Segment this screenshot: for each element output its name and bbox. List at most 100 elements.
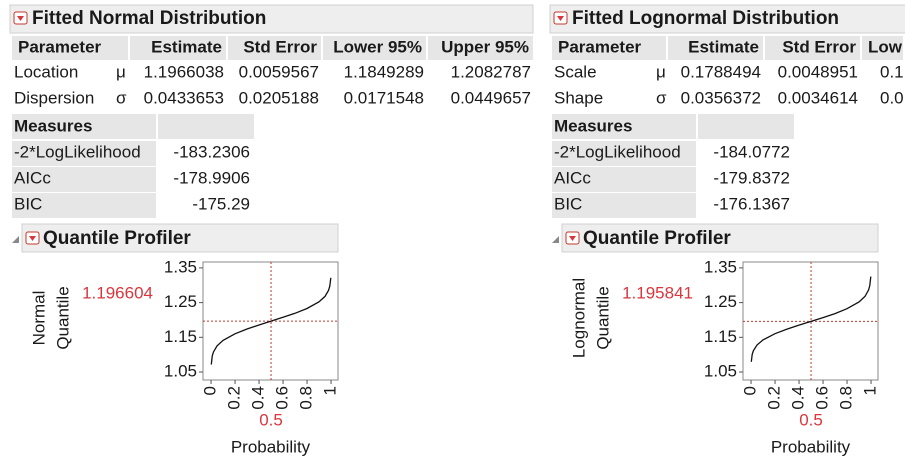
column-header: Std Error (243, 37, 317, 56)
parameter-symbol: μ (656, 62, 666, 81)
parameter-symbol: σ (116, 88, 127, 107)
y-axis-label: Normal (29, 291, 48, 346)
table-cell: 1.2082787 (451, 62, 531, 81)
x-axis-label: Probability (231, 437, 311, 456)
x-tick-label: 0.8 (297, 386, 316, 410)
measure-label-cell (12, 167, 156, 192)
column-header: Estimate (151, 37, 222, 56)
column-header-cell (428, 36, 533, 60)
disclosure-icon[interactable] (12, 236, 19, 243)
y-tick-label: 1.05 (704, 362, 737, 381)
panel-title: Fitted Normal Distribution (32, 8, 266, 29)
x-tick-label: 0.8 (837, 386, 856, 410)
measure-label: AICc (14, 168, 51, 187)
measure-label: BIC (554, 194, 582, 213)
column-header: Upper 95% (441, 37, 529, 56)
column-header-cell (668, 36, 763, 60)
measures-header-cell (552, 114, 696, 139)
measure-value: -179.8372 (713, 168, 790, 187)
table-cell: 0.0171548 (344, 88, 424, 107)
column-header: Estimate (688, 37, 759, 56)
y-tick-label: 1.15 (704, 327, 737, 346)
column-header-cell (130, 36, 226, 60)
outline-header (21, 223, 339, 253)
outline-header (9, 4, 534, 34)
measures-title: Measures (14, 116, 92, 135)
y-axis-label: Quantile (53, 286, 72, 349)
menu-arrow (557, 16, 564, 21)
table-cell: 1.1849289 (344, 62, 424, 81)
measures-header-cell (158, 114, 254, 139)
x-tick-label: 0.6 (813, 386, 832, 410)
column-header: Low (868, 37, 903, 56)
measure-label: BIC (14, 194, 42, 213)
parameter-name: Scale (554, 62, 597, 81)
parameter-name: Dispersion (14, 88, 94, 107)
column-header-cell (765, 36, 860, 60)
y-axis-label: Quantile (593, 286, 612, 349)
y-axis-label: Lognormal (569, 278, 588, 358)
table-cell: 0.0048951 (778, 62, 858, 81)
column-header-cell (552, 36, 666, 60)
table-cell: 0.0433653 (144, 88, 224, 107)
outline-header (561, 223, 879, 253)
measure-label-cell (552, 167, 696, 192)
outline-header (549, 4, 905, 34)
measure-label-cell (12, 141, 156, 166)
x-tick-label: 1 (321, 386, 340, 395)
column-header: Parameter (558, 37, 642, 56)
quantile-curve (210, 277, 332, 365)
menu-arrow (569, 236, 576, 241)
parameter-name: Location (14, 62, 78, 81)
measure-label-cell (552, 193, 696, 218)
x-tick-label: 1 (861, 386, 880, 395)
measure-label: -2*LogLikelihood (14, 142, 141, 161)
table-cell: 0.0449657 (451, 88, 531, 107)
column-header-cell (12, 36, 128, 60)
measure-label-cell (12, 193, 156, 218)
x-tick-label: 0.6 (273, 386, 292, 410)
profiler-title: Quantile Profiler (43, 228, 191, 249)
parameter-symbol: μ (116, 62, 126, 81)
current-y-value[interactable]: 1.196604 (82, 283, 153, 302)
quantile-curve (750, 276, 872, 362)
y-tick-label: 1.05 (164, 362, 197, 381)
column-header: Lower 95% (333, 37, 422, 56)
measure-value: -184.0772 (713, 142, 790, 161)
column-header-cell (323, 36, 426, 60)
table-cell: 0.0356372 (681, 88, 761, 107)
measure-label: -2*LogLikelihood (554, 142, 681, 161)
measures-header-cell (698, 114, 794, 139)
current-y-value[interactable]: 1.195841 (622, 283, 693, 302)
y-tick-label: 1.25 (164, 292, 197, 311)
x-tick-label: 0 (201, 386, 220, 395)
y-tick-label: 1.15 (164, 327, 197, 346)
x-axis-label: Probability (771, 437, 851, 456)
table-cell: 0.0034614 (778, 88, 858, 107)
measure-label-cell (552, 141, 696, 166)
profiler-title: Quantile Profiler (583, 228, 731, 249)
disclosure-icon[interactable] (552, 236, 559, 243)
x-tick-label: 0.4 (249, 386, 268, 410)
table-cell: 0.0 (880, 88, 904, 107)
current-x-value[interactable]: 0.5 (259, 410, 283, 429)
table-cell: 0.0205188 (239, 88, 319, 107)
x-tick-label: 0.2 (225, 386, 244, 410)
y-tick-label: 1.25 (704, 292, 737, 311)
table-cell: 0.1 (880, 62, 904, 81)
measures-header-cell (12, 114, 156, 139)
measure-value: -178.9906 (173, 168, 250, 187)
current-x-value[interactable]: 0.5 (799, 410, 823, 429)
parameter-symbol: σ (656, 88, 667, 107)
menu-arrow (29, 236, 36, 241)
column-header: Std Error (782, 37, 856, 56)
table-cell: 0.0059567 (239, 62, 319, 81)
table-cell: 1.1966038 (144, 62, 224, 81)
y-tick-label: 1.35 (164, 257, 197, 276)
x-tick-label: 0.2 (765, 386, 784, 410)
panel-title: Fitted Lognormal Distribution (572, 8, 839, 29)
parameter-name: Shape (554, 88, 603, 107)
menu-arrow (17, 16, 24, 21)
